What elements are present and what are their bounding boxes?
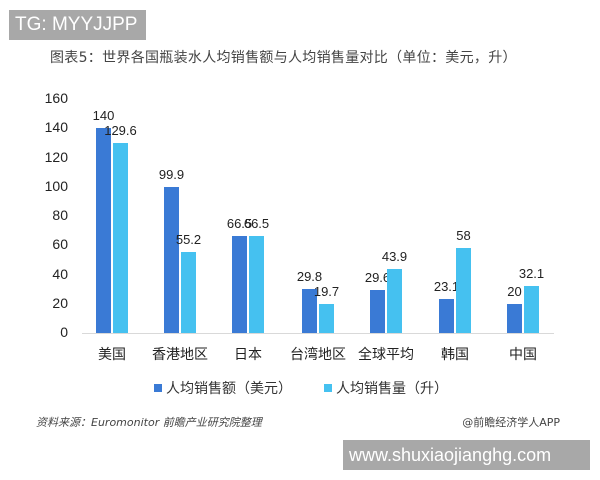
x-axis-category: 美国: [98, 347, 126, 363]
value-label: 55.2: [175, 232, 202, 248]
value-label: 43.9: [381, 248, 408, 264]
y-axis-tick: 60: [52, 236, 68, 253]
x-axis-category: 全球平均: [358, 347, 414, 363]
x-axis-category: 台湾地区: [290, 347, 346, 363]
value-label: 66.5: [226, 215, 253, 231]
value-label: 58: [456, 228, 471, 244]
value-label: 29.6: [364, 269, 391, 285]
x-axis-category: 香港地区: [152, 347, 208, 363]
bar-sales-volume: [319, 304, 334, 333]
value-label: 66.5: [243, 215, 270, 231]
x-axis-category: 中国: [509, 347, 537, 363]
bar-sales-amount: [232, 235, 247, 333]
bar-sales-amount: [302, 289, 317, 333]
watermark-url: www.shuxiaojianghg.com: [343, 440, 590, 470]
bar-sales-volume: [181, 252, 196, 333]
y-axis-tick: 120: [44, 148, 68, 165]
bar-sales-amount: [370, 289, 385, 333]
source-note: 资料来源：Euromonitor 前瞻产业研究院整理: [36, 416, 262, 429]
value-label: 129.6: [104, 123, 137, 139]
value-label: 99.9: [158, 166, 185, 182]
y-axis-tick: 140: [44, 119, 68, 136]
bar-sales-amount: [439, 299, 454, 333]
x-axis-line: [82, 333, 554, 334]
bar-sales-volume: [113, 143, 128, 333]
y-axis-tick: 100: [44, 177, 68, 194]
legend-swatch-icon: [324, 384, 332, 392]
y-axis-tick: 160: [44, 90, 68, 106]
value-label: 23.1: [433, 279, 460, 295]
y-axis-tick: 80: [52, 207, 68, 223]
y-axis-tick: 0: [60, 324, 68, 340]
watermark-tag: TG: MYYJJPP: [9, 10, 146, 40]
chart-title: 图表5：世界各国瓶装水人均销售额与人均销售量对比（单位：美元，升）: [50, 50, 517, 66]
x-axis-category: 韩国: [441, 347, 469, 363]
bar-sales-amount: [96, 128, 111, 333]
y-axis-tick: 40: [52, 265, 68, 282]
credit-note: @前瞻经济学人APP: [462, 416, 560, 429]
value-label: 19.7: [313, 284, 340, 300]
value-label: 20: [507, 283, 522, 299]
legend-swatch-icon: [154, 384, 162, 392]
bar-sales-amount: [164, 186, 179, 333]
y-axis-tick: 20: [52, 294, 68, 311]
legend-item-sales-volume: 人均销售量（升）: [324, 378, 448, 398]
bar-sales-volume: [524, 286, 539, 333]
bar-sales-amount: [507, 303, 522, 333]
bar-sales-volume: [249, 235, 264, 333]
value-label: 29.8: [296, 269, 323, 285]
value-label: 32.1: [518, 266, 545, 282]
bar-sales-volume: [387, 268, 402, 333]
legend-item-sales-amount: 人均销售额（美元）: [154, 378, 292, 398]
bar-sales-volume: [456, 248, 471, 333]
x-axis-category: 日本: [234, 347, 262, 363]
value-label: 140: [92, 108, 115, 124]
